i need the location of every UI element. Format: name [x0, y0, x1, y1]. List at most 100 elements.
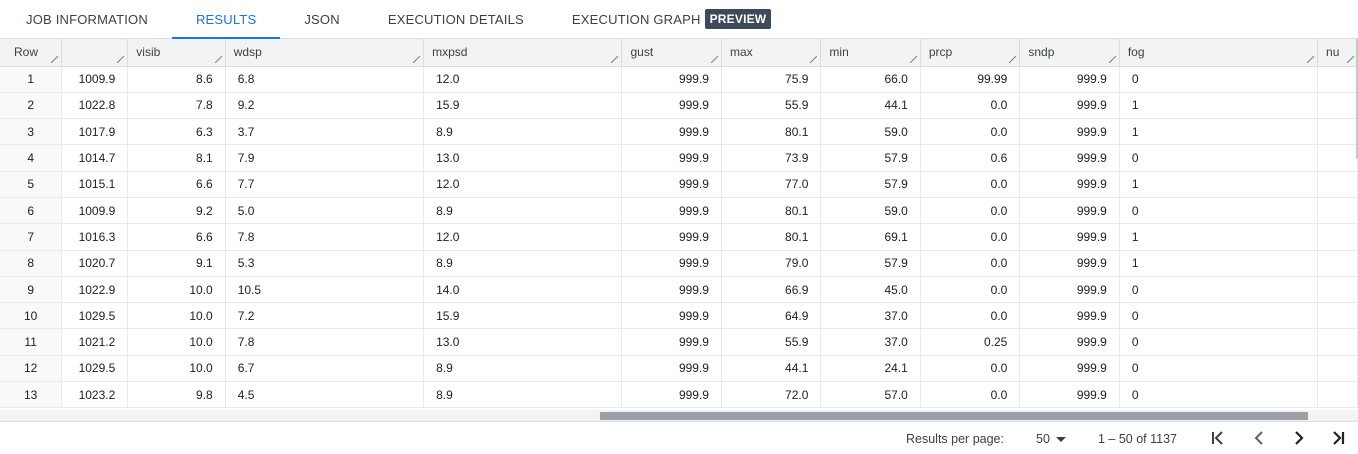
column-header-label: gust [630, 45, 654, 59]
resize-handle-icon[interactable] [1347, 55, 1354, 63]
row-number: 13 [0, 381, 63, 409]
row-number: 10 [0, 302, 63, 330]
row-number: 7 [0, 223, 63, 251]
resize-handle-icon[interactable] [1009, 55, 1017, 63]
resize-handle-icon[interactable] [1307, 55, 1315, 63]
table-cell: 24.1 [820, 355, 921, 383]
column-header[interactable]: mxpsd [423, 39, 623, 67]
row-number: 12 [0, 355, 63, 383]
table-cell [1317, 276, 1358, 304]
table-row: 7 1016.3 6.6 7.8 12.0 999.9 80.1 69.1 0.0 999.9 1 [0, 223, 1358, 251]
table-cell [1317, 66, 1358, 93]
table-cell: 999.9 [1019, 197, 1120, 225]
table-cell: 1 [1119, 250, 1319, 277]
table-cell: 1022.9 [61, 276, 129, 304]
row-number: 6 [0, 197, 63, 225]
horizontal-scroll-thumb[interactable] [600, 412, 1308, 420]
column-header[interactable]: min [820, 39, 921, 67]
table-cell: 0 [1119, 355, 1319, 383]
resize-handle-icon[interactable] [611, 55, 619, 63]
horizontal-scrollbar[interactable] [0, 410, 1358, 421]
results-per-page-label: Results per page: [906, 432, 1004, 446]
tab-results[interactable]: RESULTS [171, 0, 281, 39]
table-cell: 5.3 [225, 250, 425, 277]
column-header[interactable]: max [721, 39, 822, 67]
resize-handle-icon[interactable] [413, 55, 421, 63]
table-cell: 0.0 [920, 118, 1021, 146]
chevron-left-icon [1254, 431, 1263, 445]
resize-handle-icon[interactable] [51, 55, 59, 63]
resize-handle-icon[interactable] [1108, 55, 1116, 63]
table-cell: 44.1 [820, 92, 921, 120]
table-cell: 0 [1119, 328, 1319, 356]
tab-execution-graph[interactable]: EXECUTION GRAPH PREVIEW [548, 0, 795, 38]
resize-handle-icon[interactable] [214, 55, 222, 63]
page-range: 1 – 50 of 1137 [1098, 432, 1178, 446]
table-cell: 13.0 [423, 144, 623, 172]
column-header[interactable]: visib [127, 39, 226, 67]
table-cell: 0 [1119, 197, 1319, 225]
table-row: 5 1015.1 6.6 7.7 12.0 999.9 77.0 57.9 0.0 999.9 1 [0, 171, 1358, 198]
column-header[interactable]: prcp [920, 39, 1021, 67]
table-cell: 57.0 [820, 381, 921, 409]
table-cell: 6.3 [127, 118, 226, 146]
table-cell: 1020.7 [61, 250, 129, 277]
table-cell: 999.9 [621, 276, 722, 304]
table-body: 1 1009.9 8.6 6.8 12.0 999.9 75.9 66.0 99.99 999.9… [0, 66, 1358, 409]
tab-label: EXECUTION GRAPH [571, 11, 701, 27]
first-page-button[interactable] [1208, 428, 1228, 448]
header-row: Row visib wdsp mxpsd gust max min prcp sndp fog nu [0, 39, 1358, 67]
column-header[interactable]: wdsp [225, 39, 425, 67]
previous-page-button[interactable] [1249, 428, 1269, 448]
table-cell: 999.9 [1019, 118, 1120, 146]
table-cell: 12.0 [423, 66, 623, 93]
table-cell: 10.5 [225, 276, 425, 304]
table-cell: 59.0 [820, 197, 921, 225]
results-table: Row visib wdsp mxpsd gust max min prcp sndp fog nu… [0, 39, 1358, 409]
last-page-button[interactable] [1328, 428, 1348, 448]
table-cell: 10.0 [127, 276, 226, 304]
table-cell: 1015.1 [61, 171, 129, 198]
table-cell: 75.9 [721, 66, 822, 93]
column-header[interactable]: nu [1317, 39, 1358, 67]
row-number: 4 [0, 144, 63, 172]
tab-job-information[interactable]: JOB INFORMATION [0, 0, 172, 38]
column-header[interactable]: fog [1119, 39, 1319, 67]
tab-execution-details[interactable]: EXECUTION DETAILS [364, 0, 548, 38]
table-cell: 10.0 [127, 328, 226, 356]
table-cell: 9.1 [127, 250, 226, 277]
table-cell: 1009.9 [61, 66, 129, 93]
table-row: 3 1017.9 6.3 3.7 8.9 999.9 80.1 59.0 0.0 999.9 1 [0, 118, 1358, 146]
table-cell: 44.1 [721, 355, 822, 383]
table-cell: 10.0 [127, 355, 226, 383]
tab-bar: JOB INFORMATION RESULTS JSON EXECUTION D… [0, 0, 1358, 39]
table-cell: 12.0 [423, 223, 623, 251]
resize-handle-icon[interactable] [810, 55, 818, 63]
table-cell: 999.9 [1019, 276, 1120, 304]
table-cell: 12.0 [423, 171, 623, 198]
table-cell: 7.8 [127, 92, 226, 120]
next-page-button[interactable] [1289, 428, 1309, 448]
resize-handle-icon[interactable] [710, 55, 718, 63]
vertical-scrollbar[interactable] [1356, 39, 1358, 159]
table-cell: 0.0 [920, 92, 1021, 120]
table-cell: 8.9 [423, 250, 623, 277]
column-header[interactable] [61, 39, 129, 67]
column-header[interactable]: sndp [1019, 39, 1120, 67]
resize-handle-icon[interactable] [117, 55, 125, 63]
table-cell: 10.0 [127, 302, 226, 330]
table-cell: 7.8 [225, 328, 425, 356]
tab-json[interactable]: JSON [280, 0, 363, 38]
column-header-label: nu [1326, 45, 1340, 59]
row-number: 11 [0, 328, 63, 356]
results-per-page-select[interactable]: 50 [1036, 432, 1066, 446]
table-cell: 15.9 [423, 92, 623, 120]
table-cell: 999.9 [1019, 328, 1120, 356]
resize-handle-icon[interactable] [909, 55, 917, 63]
table-cell: 1009.9 [61, 197, 129, 225]
column-header[interactable]: Row [0, 39, 63, 67]
table-cell: 999.9 [621, 171, 722, 198]
table-cell: 999.9 [621, 381, 722, 409]
column-header[interactable]: gust [621, 39, 722, 67]
table-cell: 80.1 [721, 197, 822, 225]
